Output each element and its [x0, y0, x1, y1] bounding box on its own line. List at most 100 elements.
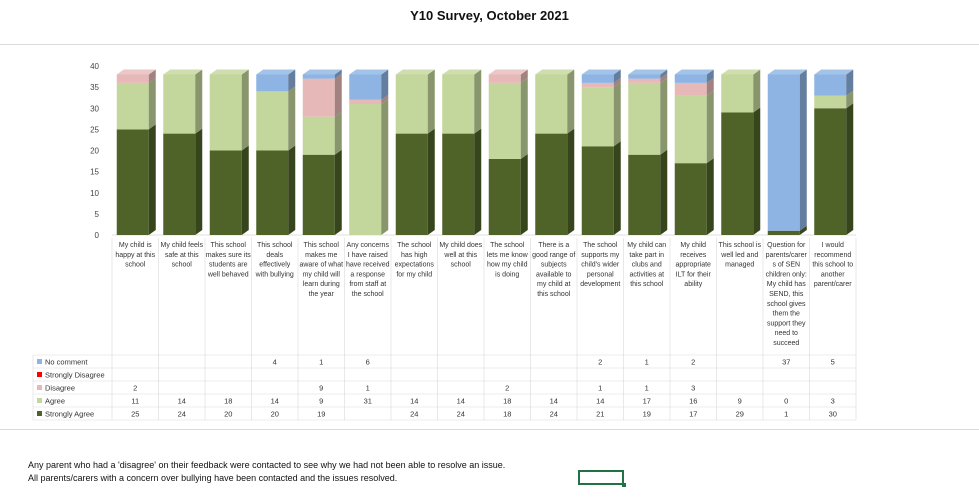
y-tick-label: 15 — [90, 168, 99, 177]
legend-swatch — [37, 398, 42, 403]
data-label: 14 — [271, 397, 279, 406]
data-label: 21 — [596, 410, 604, 419]
bar-side — [334, 69, 342, 79]
x-tick-label: Any concerns I have raised have received a … — [346, 242, 390, 298]
x-tick-label: My child feels safe at this school — [161, 242, 204, 269]
bar-top — [209, 69, 249, 75]
bar-top — [767, 69, 807, 75]
bar-side — [381, 94, 389, 105]
data-label: 24 — [457, 410, 465, 419]
data-label: 24 — [178, 410, 186, 419]
bar-segment — [581, 146, 614, 235]
bar-side — [613, 82, 621, 147]
data-label: 2 — [133, 384, 137, 393]
bar-segment — [209, 150, 242, 235]
bar-segment — [116, 82, 149, 130]
bar-side — [613, 69, 621, 83]
bar-segment — [581, 74, 614, 83]
bar-side — [846, 69, 854, 96]
bar-side — [520, 77, 528, 159]
bar-segment — [628, 78, 661, 83]
bar-top — [163, 69, 203, 75]
bar-segment — [349, 104, 382, 236]
bar-side — [427, 69, 435, 134]
bar-side — [381, 69, 389, 100]
bar-top — [256, 69, 296, 75]
bar-segment — [163, 74, 196, 134]
bar-segment — [116, 74, 149, 83]
data-label: 30 — [829, 410, 837, 419]
y-tick-label: 30 — [90, 104, 99, 113]
bar-segment — [581, 87, 614, 147]
bar-segment — [814, 95, 847, 109]
x-tick-label: The school has high expectations for my chi… — [395, 242, 435, 278]
legend-label: Strongly Disagree — [45, 371, 105, 380]
bar-segment — [256, 91, 289, 151]
bar-side — [753, 107, 761, 235]
y-tick-label: 20 — [90, 147, 99, 156]
data-label: 3 — [831, 397, 835, 406]
bar-top — [581, 69, 621, 75]
data-label: 17 — [689, 410, 697, 419]
bar-side — [567, 69, 575, 134]
bar-side — [799, 225, 807, 235]
bar-side — [706, 158, 714, 235]
data-label: 9 — [319, 397, 323, 406]
bar-segment — [349, 99, 382, 105]
bar-segment — [628, 82, 661, 155]
x-tick-label: This school makes sure its students are wel… — [206, 242, 252, 278]
bar-segment — [302, 78, 335, 117]
bar-segment — [442, 74, 475, 134]
bar-segment — [767, 230, 800, 235]
bar-side — [660, 73, 668, 83]
chart-area: 0 5 10 15 20 25 30 35 40 My child is happy at this… — [0, 44, 979, 430]
bar-side — [381, 99, 389, 236]
bar-side — [520, 69, 528, 83]
x-tick-label: The school supports my child's wider person… — [580, 242, 620, 288]
data-label: 5 — [831, 358, 835, 367]
legend-label: Strongly Agree — [45, 410, 94, 419]
bar-top — [116, 69, 156, 75]
bar-top — [674, 69, 714, 75]
x-tick-label: I would recommend this school to another par… — [812, 242, 853, 288]
bar-side — [753, 69, 761, 113]
data-label: 3 — [691, 384, 695, 393]
bar-side — [706, 69, 714, 83]
data-label: 4 — [273, 358, 277, 367]
bar-segment — [302, 74, 335, 79]
data-label: 2 — [505, 384, 509, 393]
legend-swatch — [37, 411, 42, 416]
data-label: 25 — [131, 410, 139, 419]
bar-side — [241, 145, 249, 235]
bar-segment — [349, 74, 382, 100]
bar-segment — [674, 82, 707, 96]
data-label: 19 — [317, 410, 325, 419]
bar-segment — [442, 133, 475, 235]
data-label: 18 — [503, 397, 511, 406]
data-label: 20 — [271, 410, 279, 419]
data-label: 6 — [366, 358, 370, 367]
x-tick-label: The school lets me know how my child is doi… — [487, 242, 529, 278]
bar-side — [427, 128, 435, 235]
bar-side — [520, 153, 528, 235]
bar-top — [535, 69, 575, 75]
bar-segment — [163, 133, 196, 235]
selected-cell[interactable] — [578, 470, 626, 487]
bar-segment — [488, 158, 521, 235]
data-label: 2 — [598, 358, 602, 367]
legend-label: No comment — [45, 358, 88, 367]
bar-side — [474, 128, 482, 235]
bar-side — [148, 77, 156, 130]
data-label: 1 — [366, 384, 370, 393]
x-tick-label: This school deals effectively with bullying — [255, 242, 294, 278]
bar-segment — [581, 82, 614, 88]
data-label: 17 — [643, 397, 651, 406]
bar-side — [799, 69, 807, 231]
x-tick-label: My child can take part in clubs and activit… — [627, 242, 666, 288]
data-label: 31 — [364, 397, 372, 406]
bar-segment — [256, 150, 289, 235]
bar-segment — [674, 163, 707, 235]
bar-top — [814, 69, 854, 75]
x-tick-label: There is a good range of subjects available… — [532, 242, 575, 298]
